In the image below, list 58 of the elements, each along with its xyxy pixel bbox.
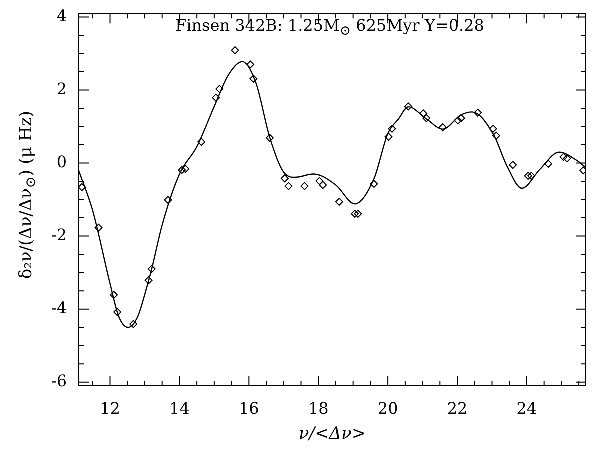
- point: [284, 182, 293, 190]
- y-tick-label: -6: [51, 372, 67, 391]
- point: [438, 124, 447, 132]
- x-tick-label: 14: [170, 398, 190, 418]
- point: [319, 181, 328, 190]
- point: [148, 265, 156, 274]
- point: [198, 138, 206, 146]
- y-tick-label: -2: [51, 225, 67, 244]
- point: [110, 291, 118, 300]
- point: [335, 198, 344, 206]
- point: [280, 174, 289, 183]
- point: [388, 124, 396, 133]
- x-tick-label: 18: [308, 398, 329, 418]
- point: [164, 196, 172, 204]
- point: [370, 180, 378, 188]
- point: [422, 114, 431, 122]
- point: [457, 114, 466, 122]
- point: [178, 166, 186, 174]
- point: [527, 172, 536, 180]
- point: [266, 134, 274, 142]
- point: [300, 182, 309, 190]
- x-tick-label: 24: [516, 398, 538, 418]
- point: [246, 60, 255, 69]
- point: [79, 183, 86, 192]
- point: [351, 210, 360, 218]
- x-axis-title: ν/<Δν>: [298, 424, 368, 444]
- point: [114, 308, 122, 316]
- point: [354, 210, 362, 218]
- point: [454, 116, 462, 125]
- point: [509, 161, 518, 170]
- point: [182, 165, 190, 174]
- point: [212, 94, 220, 102]
- y-tick-label: 0: [56, 152, 67, 172]
- x-tick-label: 12: [100, 398, 120, 418]
- point: [419, 110, 428, 118]
- x-tick-label: 22: [447, 398, 468, 418]
- y-tick-label: -4: [51, 298, 67, 318]
- point: [544, 160, 552, 168]
- point: [524, 172, 532, 180]
- point: [560, 153, 568, 162]
- point: [474, 108, 482, 117]
- point: [216, 85, 224, 94]
- point: [492, 132, 500, 140]
- point: [130, 320, 138, 328]
- x-tick-label: 20: [378, 398, 398, 418]
- point: [563, 154, 572, 163]
- y-tick-label: 2: [56, 79, 67, 98]
- x-tick-label: 16: [238, 398, 260, 418]
- point: [316, 177, 324, 186]
- point: [384, 133, 393, 142]
- point: [94, 224, 103, 232]
- point: [250, 74, 258, 83]
- chart-title: Finsen 342B: 1.25M$_{⊙}$ 625Myr Y=0.28: [174, 16, 486, 40]
- point: [404, 102, 413, 111]
- point: [144, 276, 153, 284]
- y-tick-label: 4: [56, 6, 67, 26]
- point: [231, 46, 240, 54]
- point: [489, 124, 498, 133]
